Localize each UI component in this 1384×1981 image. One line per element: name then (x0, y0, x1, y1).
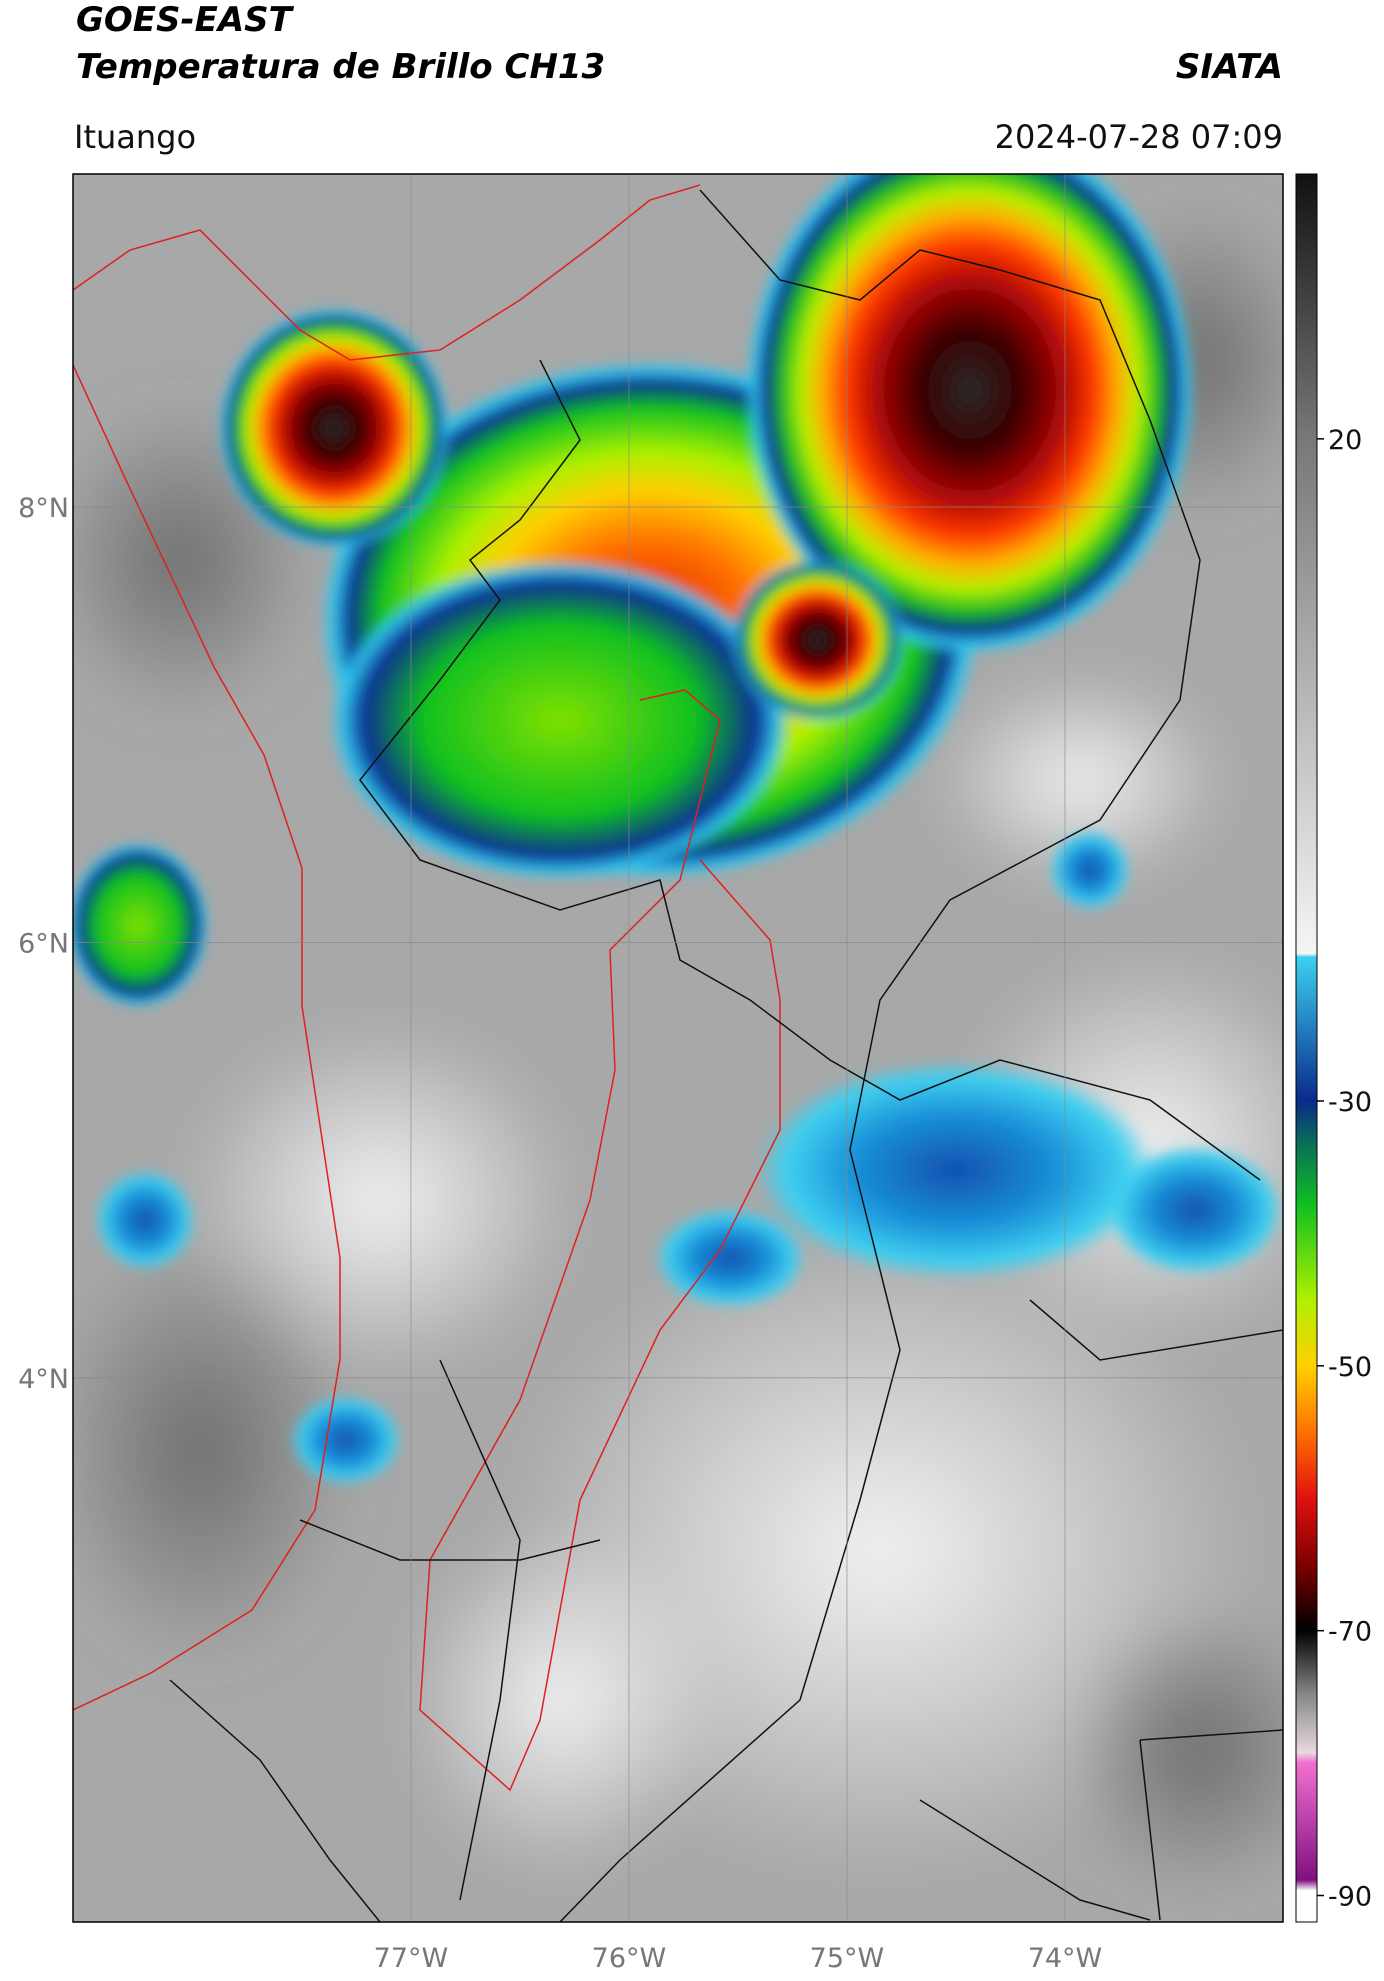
colorbar (1295, 173, 1318, 1923)
org: SIATA (1176, 47, 1283, 87)
colorbar-tick-label: -70 (1328, 1617, 1372, 1648)
y-tick-label: 4°N (18, 1364, 69, 1395)
location: Ituango (74, 118, 196, 156)
colorbar-tick-label: -90 (1328, 1882, 1372, 1913)
colorbar-tick-label: -30 (1328, 1087, 1372, 1118)
x-tick-label: 75°W (810, 1943, 885, 1974)
x-tick-label: 77°W (374, 1943, 449, 1974)
title-line2: Temperatura de Brillo CH13 (76, 47, 605, 87)
satellite-image (73, 174, 1283, 1922)
y-tick-label: 8°N (18, 493, 69, 524)
x-tick-label: 74°W (1028, 1943, 1103, 1974)
x-tick-label: 76°W (592, 1943, 667, 1974)
colorbar-tick-label: 20 (1328, 425, 1362, 456)
colorbar-tick-label: -50 (1328, 1352, 1372, 1383)
map-frame (72, 173, 1284, 1923)
title-line1: GOES-EAST (76, 0, 295, 40)
y-tick-label: 6°N (18, 928, 69, 959)
timestamp: 2024-07-28 07:09 (995, 118, 1283, 156)
